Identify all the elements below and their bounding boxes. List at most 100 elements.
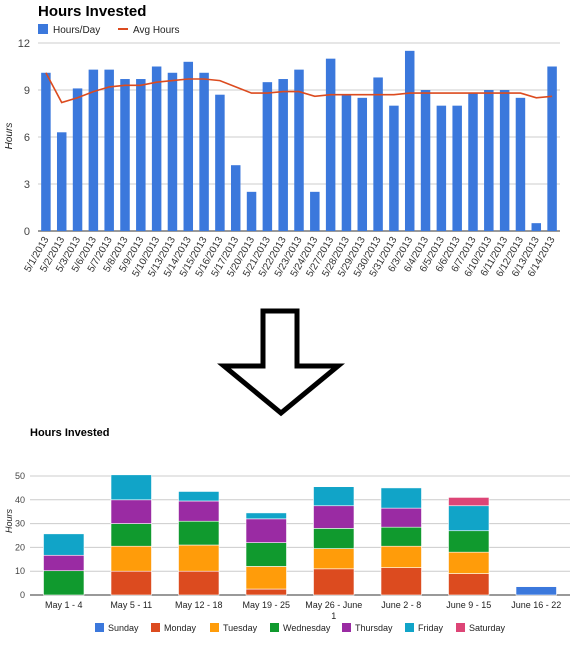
chart2-legend-swatch-tuesday xyxy=(210,623,219,632)
chart1-bar-5-7-2013 xyxy=(104,69,114,231)
chart2-bar-segment-thursday-may-12-18 xyxy=(178,500,220,522)
chart2-y-tick-label: 50 xyxy=(15,471,25,481)
chart2-y-tick-label: 20 xyxy=(15,542,25,552)
chart1-bar-5-2-2013 xyxy=(56,132,67,231)
chart1-bar-6-6-2013 xyxy=(452,105,462,231)
chart2-bar-segment-monday-may-12-18 xyxy=(178,570,220,596)
chart2-bar-segment-wednesday-june-2-8 xyxy=(380,526,422,547)
chart1-bar-6-12-2013 xyxy=(515,97,526,231)
chart2-bar-segment-wednesday-may-19-25 xyxy=(245,542,287,567)
chart1-avg-hours-line xyxy=(45,72,553,104)
chart2-x-tick-label: May 12 - 18 xyxy=(175,600,223,610)
chart1-bar-5-10-2013 xyxy=(151,66,162,231)
chart1-bar-5-9-2013 xyxy=(136,79,146,232)
chart2-bar-segment-tuesday-may-5-11 xyxy=(110,545,152,572)
chart2-y-axis-label: Hours xyxy=(4,509,14,534)
chart1-legend-label-avg-hours: Avg Hours xyxy=(133,25,180,36)
chart2-title: Hours Invested xyxy=(30,427,109,439)
chart2-bar-segment-tuesday-may-12-18 xyxy=(178,544,220,572)
chart1-bar-5-23-2013 xyxy=(294,69,304,231)
chart1-bar-6-13-2013 xyxy=(531,223,542,231)
chart2-legend-swatch-monday xyxy=(151,623,160,632)
chart2-bar-segment-wednesday-may-12-18 xyxy=(178,520,220,546)
chart2-y-tick-label: 10 xyxy=(15,566,25,576)
chart2-legend-label-saturday: Saturday xyxy=(469,623,506,633)
chart1-bar-5-17-2013 xyxy=(230,165,241,231)
chart2-x-tick-label: 1 xyxy=(331,611,336,621)
chart2-bar-segment-tuesday-may-26-june-1 xyxy=(313,548,355,570)
chart2-bar-segment-thursday-june-2-8 xyxy=(380,507,422,528)
chart1-bar-5-22-2013 xyxy=(278,79,288,232)
chart2-bar-segment-friday-may-5-11 xyxy=(110,474,152,501)
chart2-bar-segment-thursday-may-1-4 xyxy=(43,554,85,572)
chart2-bar-segment-friday-may-26-june-1 xyxy=(313,486,355,507)
chart2-legend-label-sunday: Sunday xyxy=(108,623,139,633)
chart2-x-tick-label: May 26 - June xyxy=(305,600,362,610)
chart2-bar-segment-friday-june-2-8 xyxy=(380,487,422,509)
chart1-bar-5-24-2013 xyxy=(310,191,320,231)
chart2-bar-segment-tuesday-june-9-15 xyxy=(448,551,490,574)
chart2-legend-label-tuesday: Tuesday xyxy=(223,623,258,633)
chart2-legend-swatch-sunday xyxy=(95,623,104,632)
chart2-bar-segment-thursday-may-5-11 xyxy=(110,499,152,524)
chart2-legend-swatch-saturday xyxy=(456,623,465,632)
chart2-x-tick-label: May 5 - 11 xyxy=(110,600,152,610)
chart1-legend-label-hours-day: Hours/Day xyxy=(53,25,100,36)
chart1-bar-5-21-2013 xyxy=(262,82,273,232)
chart2-bar-segment-wednesday-may-1-4 xyxy=(43,570,85,596)
chart1-bar-5-1-2013 xyxy=(41,72,51,232)
chart1-bar-5-29-2013 xyxy=(357,97,368,231)
chart1-bar-5-6-2013 xyxy=(88,69,99,231)
chart2-x-tick-label: June 16 - 22 xyxy=(511,600,561,610)
chart2-y-tick-label: 30 xyxy=(15,519,25,529)
daily-hours-chart: Hours Invested Hours/Day Avg Hours Hours… xyxy=(4,3,560,279)
weekly-hours-chart: Hours Invested Hours 0 10 20 30 40 50 May 1 -… xyxy=(4,427,570,633)
chart1-bar-6-5-2013 xyxy=(436,105,447,231)
chart1-bar-5-14-2013 xyxy=(183,61,194,231)
chart2-bar-segment-thursday-may-26-june-1 xyxy=(313,505,355,529)
chart2-bar-segment-thursday-may-19-25 xyxy=(245,518,287,543)
chart2-legend-label-thursday: Thursday xyxy=(355,623,393,633)
chart1-bar-5-31-2013 xyxy=(389,105,399,231)
down-arrow-outline-icon xyxy=(217,308,345,417)
chart2-bar-segment-wednesday-may-26-june-1 xyxy=(313,528,355,549)
chart1-bar-6-7-2013 xyxy=(468,93,478,231)
chart1-bar-5-28-2013 xyxy=(341,94,352,231)
chart2-legend-label-wednesday: Wednesday xyxy=(283,623,331,633)
chart2-bar-segment-wednesday-june-9-15 xyxy=(448,530,490,553)
chart1-bar-5-3-2013 xyxy=(72,88,83,231)
chart1-legend: Hours/Day Avg Hours xyxy=(38,24,180,36)
chart2-bar-segment-monday-may-19-25 xyxy=(245,588,287,596)
chart2-y-tick-label: 0 xyxy=(20,590,25,600)
chart2-x-tick-label: June 9 - 15 xyxy=(446,600,491,610)
chart1-y-tick-label: 12 xyxy=(18,38,30,50)
chart1-y-axis-label: Hours xyxy=(4,123,15,150)
chart2-legend-label-monday: Monday xyxy=(164,623,197,633)
chart1-bar-5-13-2013 xyxy=(167,72,178,232)
chart2-bar-segment-friday-june-9-15 xyxy=(448,505,490,532)
chart2-x-tick-label: May 19 - 25 xyxy=(242,600,290,610)
chart1-legend-swatch-hours-day xyxy=(38,24,48,34)
chart2-bar-segment-tuesday-may-19-25 xyxy=(245,566,287,590)
chart2-bar-segment-saturday-june-9-15 xyxy=(448,497,490,507)
chart1-title: Hours Invested xyxy=(38,3,146,20)
chart1-bar-6-11-2013 xyxy=(499,90,510,231)
chart1-bar-5-16-2013 xyxy=(215,94,225,231)
chart2-x-tick-label: June 2 - 8 xyxy=(381,600,421,610)
chart2-legend-label-friday: Friday xyxy=(418,623,444,633)
chart1-y-tick-label: 0 xyxy=(24,226,30,238)
chart2-bar-segment-wednesday-may-5-11 xyxy=(110,523,152,547)
chart2-y-tick-label: 40 xyxy=(15,495,25,505)
chart1-bar-5-15-2013 xyxy=(199,72,209,232)
chart2-bar-segment-monday-may-26-june-1 xyxy=(313,568,355,596)
chart2-bar-segment-sunday-june-16-22 xyxy=(515,586,557,596)
chart2-legend-swatch-thursday xyxy=(342,623,351,632)
chart1-y-tick-label: 9 xyxy=(24,85,30,97)
chart2-bar-segment-friday-may-1-4 xyxy=(43,533,85,556)
chart2-bar-segment-monday-june-2-8 xyxy=(380,567,422,596)
chart1-bar-5-8-2013 xyxy=(120,79,130,232)
chart2-x-tick-label: May 1 - 4 xyxy=(45,600,83,610)
chart1-bar-6-10-2013 xyxy=(484,90,494,231)
